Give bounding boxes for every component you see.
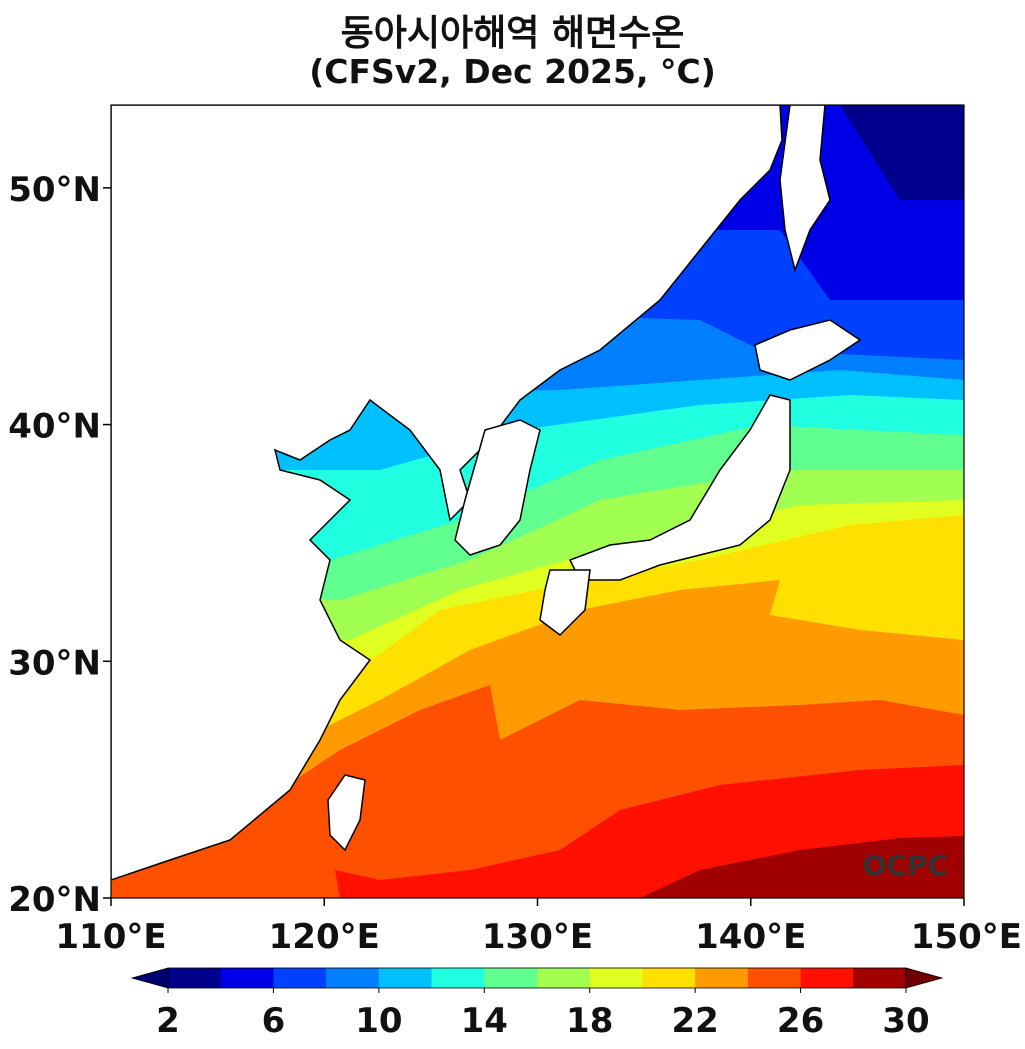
hokkaido-island xyxy=(754,319,862,381)
lat-tick-label: 30°N xyxy=(8,643,101,683)
colorbar-segment xyxy=(589,968,643,988)
colorbar-outline xyxy=(167,967,907,989)
longitude-axis: 110°E 120°E 130°E 140°E 150°E xyxy=(55,898,1022,957)
colorbar-segment xyxy=(220,968,274,988)
honshu-island xyxy=(568,394,791,581)
colorbar-segment xyxy=(695,968,749,988)
colorbar xyxy=(130,967,944,989)
lon-tick-label: 120°E xyxy=(269,917,380,957)
colorbar-tick-label: 30 xyxy=(882,1001,929,1041)
colorbar-segment xyxy=(168,968,222,988)
lon-tick-label: 140°E xyxy=(695,917,806,957)
kyushu-island xyxy=(539,569,591,636)
colorbar-segment xyxy=(853,968,907,988)
colorbar-tick-label: 2 xyxy=(156,1001,180,1041)
latitude-axis: 20°N 30°N 40°N 50°N xyxy=(8,170,111,920)
colorbar-over-triangle xyxy=(905,967,944,989)
colorbar-segment xyxy=(273,968,327,988)
colorbar-tick-label: 22 xyxy=(671,1001,718,1041)
lon-tick-label: 110°E xyxy=(55,917,166,957)
colorbar-segment xyxy=(537,968,591,988)
colorbar-segment xyxy=(484,968,538,988)
colorbar-tick-label: 26 xyxy=(777,1001,824,1041)
colorbar-segment xyxy=(642,968,696,988)
map-title: 동아시아해역 해면수온 xyxy=(340,13,685,54)
band-28-30 xyxy=(640,836,964,898)
korean-peninsula xyxy=(454,419,541,556)
colorbar-segment xyxy=(378,968,433,988)
colorbar-segment xyxy=(326,968,380,988)
sst-field xyxy=(111,105,964,898)
map-subtitle: (CFSv2, Dec 2025, °C) xyxy=(309,52,716,91)
lat-tick-label: 20°N xyxy=(8,880,101,920)
colorbar-tick-label: 14 xyxy=(461,1001,508,1041)
sakhalin-island xyxy=(779,105,831,273)
ocpc-watermark: OCPC xyxy=(863,849,948,882)
lat-tick-label: 40°N xyxy=(8,407,101,447)
colorbar-segment xyxy=(431,968,485,988)
colorbar-tick-label: 18 xyxy=(566,1001,613,1041)
lat-tick-label: 50°N xyxy=(8,170,101,210)
colorbar-tick-labels: 2 6 10 14 18 22 26 30 xyxy=(156,988,930,1041)
colorbar-segment xyxy=(800,968,854,988)
lon-tick-label: 130°E xyxy=(482,917,593,957)
lon-tick-label: 150°E xyxy=(911,917,1022,957)
colorbar-tick-label: 6 xyxy=(262,1001,286,1041)
colorbar-tick-label: 10 xyxy=(355,1001,402,1041)
asia-mainland xyxy=(111,105,783,881)
taiwan-island xyxy=(327,774,366,852)
colorbar-segment xyxy=(747,968,802,988)
colorbar-under-triangle xyxy=(130,967,169,989)
